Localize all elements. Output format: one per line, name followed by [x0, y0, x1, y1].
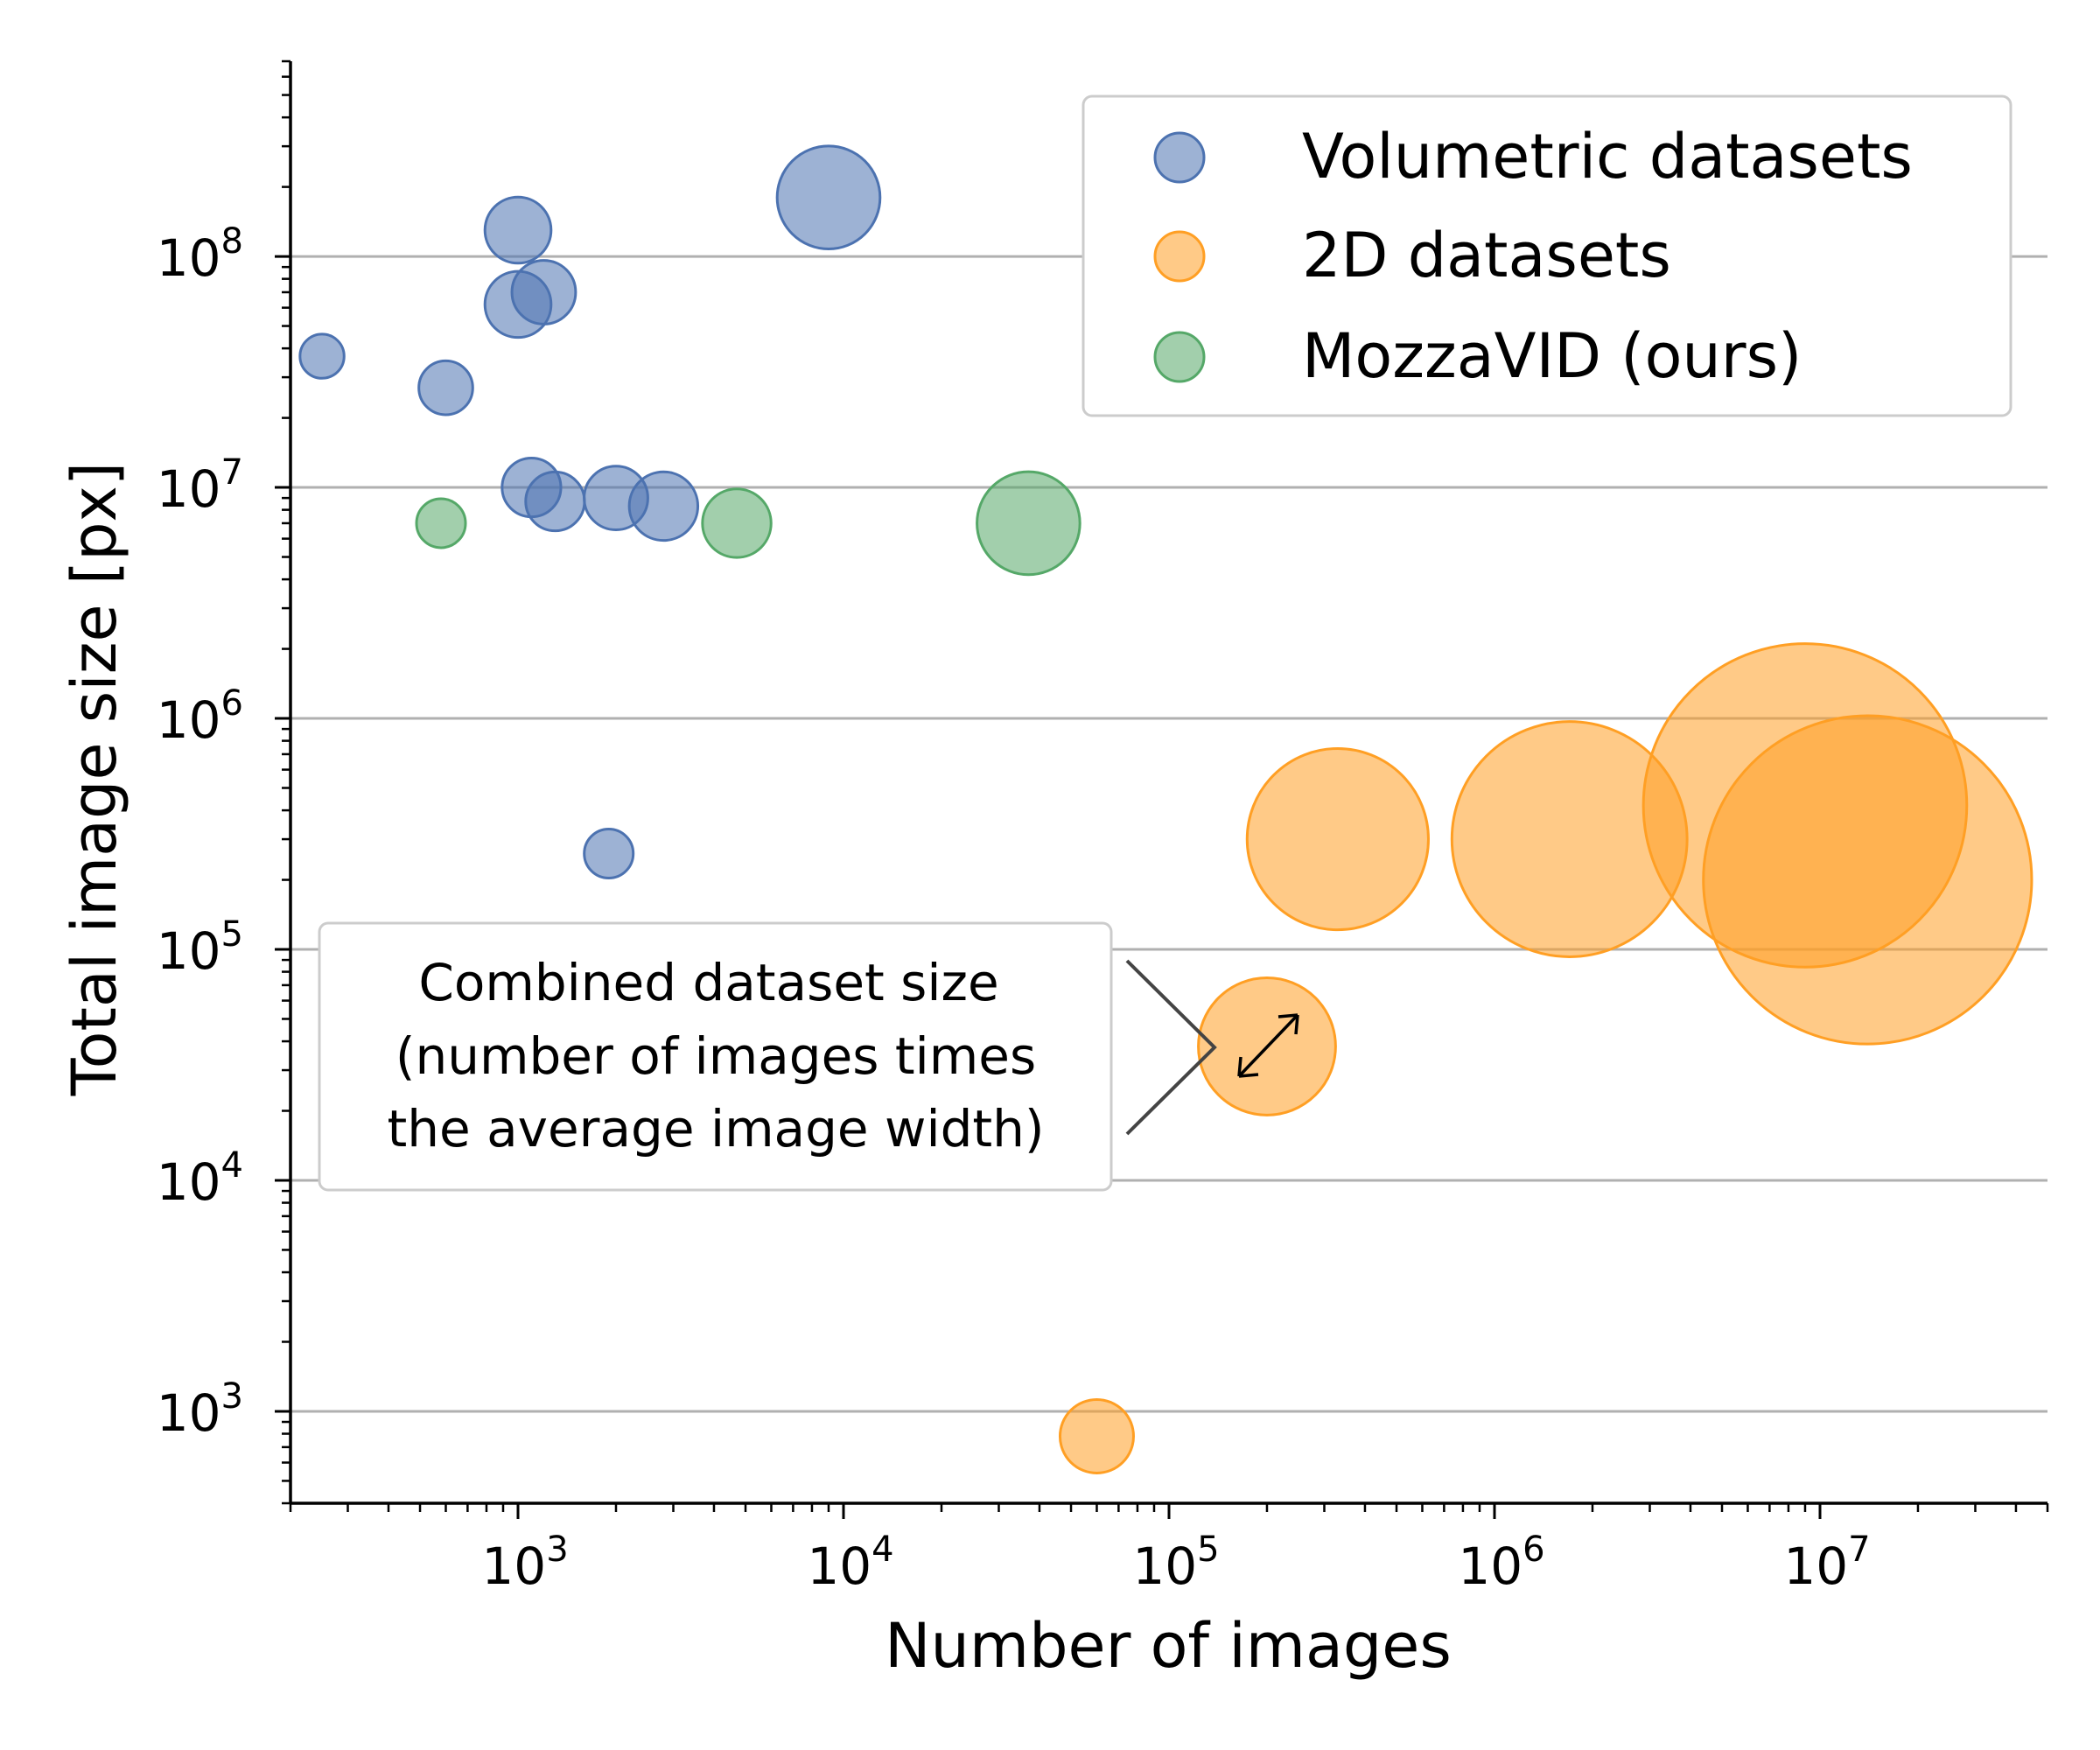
y-tick-label-1: 104	[157, 1145, 243, 1212]
legend-marker-volumetric	[1153, 131, 1206, 184]
y-tick-label-4: 107	[157, 452, 243, 519]
legend-label-2d: 2D datasets	[1302, 220, 1671, 291]
legend-label-mozzavid: MozzaVID (ours)	[1302, 320, 1802, 392]
point-series-1-5	[1702, 714, 2034, 1046]
data-points	[298, 144, 2034, 1474]
tick-labels: 103 104 105 106 107 103 104 105 106 107 108	[157, 221, 1871, 1596]
annotation-bracket	[1125, 959, 1217, 1136]
point-series-0-8	[627, 470, 700, 542]
axes	[275, 60, 2049, 1519]
point-series-1-0	[1058, 1397, 1135, 1474]
point-series-2-1	[701, 487, 773, 559]
x-tick-label-0: 103	[481, 1530, 568, 1596]
legend-marker-2d	[1153, 230, 1206, 283]
annotation-box	[318, 921, 1113, 1192]
point-series-0-0	[298, 332, 346, 380]
point-series-1-2	[1245, 746, 1430, 932]
point-series-2-2	[976, 470, 1082, 577]
y-tick-label-2: 105	[157, 914, 243, 981]
size-annotation: Combined dataset size (number of images …	[318, 921, 1299, 1192]
annotation-arrow-head-end	[1278, 1013, 1299, 1035]
y-tick-label-5: 108	[157, 221, 243, 288]
point-series-0-2	[483, 195, 553, 265]
legend-marker-mozzavid	[1153, 331, 1206, 383]
point-series-2-0	[415, 497, 467, 550]
annotation-arrow-head-start	[1237, 1056, 1259, 1078]
legend-label-volumetric: Volumetric datasets	[1302, 121, 1913, 192]
point-series-0-4	[510, 259, 578, 326]
y-tick-label-0: 103	[157, 1376, 243, 1443]
y-tick-label-3: 106	[157, 683, 243, 750]
point-series-0-6	[524, 470, 586, 533]
point-series-0-9	[775, 144, 882, 250]
x-tick-label-1: 104	[807, 1530, 893, 1596]
x-tick-label-4: 107	[1783, 1530, 1870, 1596]
y-axis-title: Total image size [px]	[59, 462, 130, 1096]
annotation-diameter-arrow	[1237, 1013, 1299, 1078]
x-axis-title: Number of images	[885, 1610, 1452, 1682]
annotation-line-3: the average image width)	[387, 1099, 1044, 1158]
point-series-0-1	[417, 359, 474, 416]
point-series-0-10	[583, 827, 635, 879]
annotation-line-1: Combined dataset size	[418, 953, 998, 1012]
annotation-line-2: (number of images times	[396, 1026, 1036, 1086]
x-tick-label-2: 105	[1132, 1530, 1219, 1596]
legend: Volumetric datasets 2D datasets MozzaVID…	[1082, 94, 2012, 417]
legend-box	[1082, 94, 2012, 417]
x-tick-label-3: 106	[1458, 1530, 1544, 1596]
